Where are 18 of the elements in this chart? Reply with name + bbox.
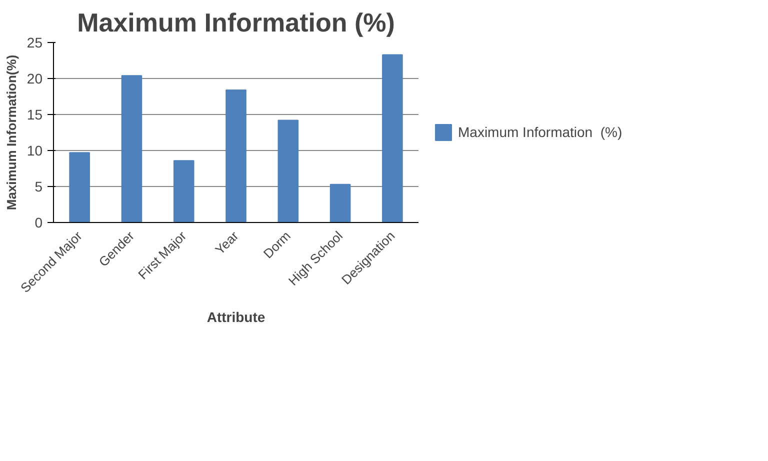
x-tick-label: Year [212,228,242,258]
bar [330,184,351,222]
bar [382,54,403,222]
y-tick-label: 5 [34,178,43,194]
y-axis-title: Maximum Information(%) [4,54,19,210]
bar [278,120,299,222]
bar [69,152,90,222]
y-tick-label: 10 [26,142,43,158]
chart-title: Maximum Information (%) [77,8,395,38]
y-tick-label: 0 [34,214,43,230]
legend-label: Maximum Information (%) [458,124,622,140]
x-axis-title: Attribute [206,308,266,325]
bar [173,160,194,222]
y-tick-label: 15 [26,106,43,122]
y-tick-label: 25 [26,34,43,50]
y-tick-label: 20 [26,70,43,86]
bar [226,90,246,222]
bar [121,75,142,222]
